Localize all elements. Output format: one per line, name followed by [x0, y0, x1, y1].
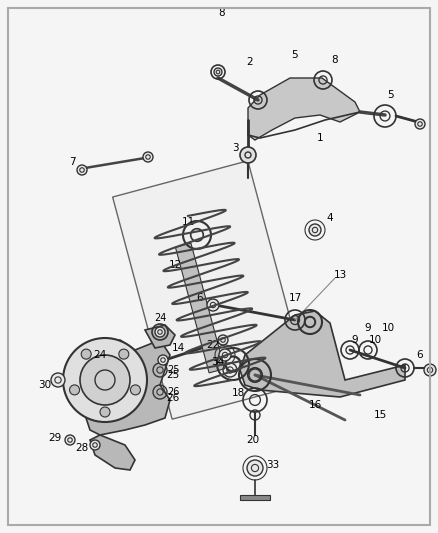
Text: 10: 10 [368, 335, 381, 345]
Circle shape [219, 349, 231, 361]
Circle shape [415, 119, 425, 129]
Circle shape [51, 373, 65, 387]
Polygon shape [85, 340, 170, 435]
Text: 25: 25 [167, 365, 179, 375]
Text: 4: 4 [327, 213, 333, 223]
Text: 9: 9 [365, 323, 371, 333]
Circle shape [90, 440, 100, 450]
Circle shape [77, 165, 87, 175]
Text: 25: 25 [166, 370, 180, 380]
Text: 15: 15 [373, 410, 387, 420]
Circle shape [65, 435, 75, 445]
Text: 2: 2 [247, 57, 253, 67]
Text: 6: 6 [197, 293, 203, 303]
Text: 20: 20 [247, 435, 260, 445]
Circle shape [70, 385, 80, 395]
Text: 29: 29 [48, 433, 62, 443]
Circle shape [214, 68, 222, 76]
Polygon shape [248, 78, 360, 140]
Circle shape [158, 355, 168, 365]
Circle shape [131, 385, 141, 395]
Circle shape [81, 349, 91, 359]
Circle shape [240, 147, 256, 163]
Text: 7: 7 [69, 157, 75, 167]
Text: 9: 9 [352, 335, 358, 345]
Text: 24: 24 [154, 313, 166, 323]
Text: 3: 3 [232, 143, 238, 153]
Text: 34: 34 [212, 357, 225, 367]
Text: 8: 8 [219, 8, 225, 18]
Circle shape [155, 327, 165, 337]
Text: 5: 5 [292, 50, 298, 60]
Polygon shape [113, 161, 307, 419]
Text: 28: 28 [75, 443, 88, 453]
Text: 24: 24 [93, 350, 106, 360]
Text: 26: 26 [167, 387, 179, 397]
Circle shape [207, 299, 219, 311]
Text: 6: 6 [417, 350, 423, 360]
Polygon shape [240, 311, 405, 397]
Circle shape [100, 407, 110, 417]
Text: 26: 26 [166, 393, 180, 403]
Polygon shape [176, 243, 225, 373]
Text: 8: 8 [332, 55, 338, 65]
Text: 22: 22 [206, 340, 219, 350]
Text: 1: 1 [317, 133, 323, 143]
Circle shape [119, 349, 129, 359]
Text: 16: 16 [308, 400, 321, 410]
Text: 14: 14 [171, 343, 185, 353]
Circle shape [80, 355, 130, 405]
Circle shape [63, 338, 147, 422]
Text: 30: 30 [39, 380, 52, 390]
Polygon shape [145, 325, 175, 348]
Text: 18: 18 [231, 388, 245, 398]
Polygon shape [90, 435, 135, 470]
Text: 17: 17 [288, 293, 302, 303]
Circle shape [424, 364, 436, 376]
Text: 12: 12 [168, 260, 182, 270]
Text: 10: 10 [381, 323, 395, 333]
Circle shape [247, 460, 263, 476]
Polygon shape [240, 495, 270, 500]
Text: 11: 11 [181, 217, 194, 227]
Circle shape [309, 224, 321, 236]
Circle shape [143, 152, 153, 162]
Text: 13: 13 [333, 270, 346, 280]
Text: 33: 33 [266, 460, 279, 470]
Text: 5: 5 [387, 90, 393, 100]
Circle shape [218, 335, 228, 345]
